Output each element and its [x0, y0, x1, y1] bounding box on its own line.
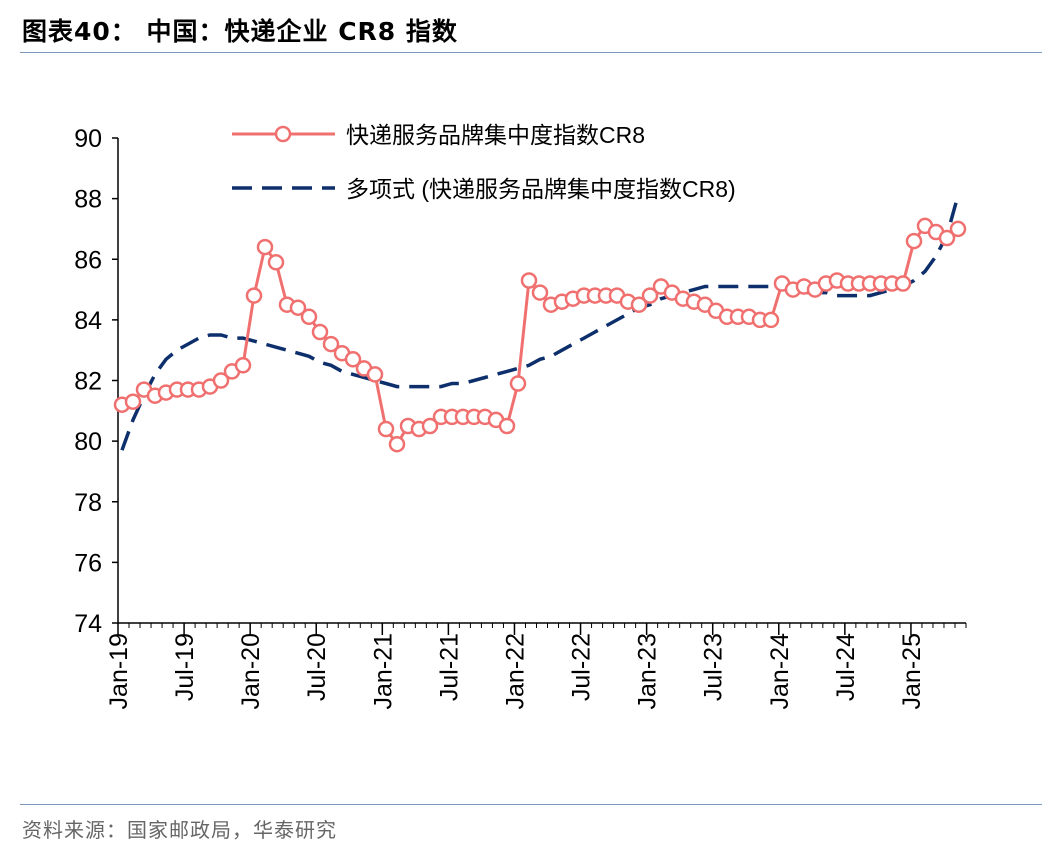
cr8-point	[388, 435, 406, 453]
legend: 快递服务品牌集中度指数CR8 多项式 (快递服务品牌集中度指数CR8)	[232, 122, 736, 202]
cr8-point	[366, 366, 384, 383]
trend-series	[120, 195, 960, 451]
y-tick-label: 86	[74, 246, 102, 274]
cr8-point	[762, 311, 780, 329]
x-tick-label: Jul-21	[435, 633, 463, 701]
title-divider	[20, 52, 1042, 53]
legend-series-label: 快递服务品牌集中度指数CR8	[346, 122, 645, 148]
y-tick-label: 74	[74, 610, 102, 638]
cr8-point	[267, 254, 285, 271]
cr8-point	[630, 296, 648, 313]
cr8-point	[509, 375, 527, 392]
y-tick-label: 80	[74, 428, 102, 456]
cr8-point	[905, 232, 923, 250]
cr8-series	[113, 217, 967, 453]
y-tick-label: 90	[74, 125, 102, 153]
cr8-point	[421, 417, 439, 435]
x-tick-label: Jul-22	[568, 633, 596, 701]
x-axis: Jan-19 Jul-19 Jan-20 Jul-20 Jan-21 Jul-21 Jan-…	[105, 622, 967, 710]
source-note: 资料来源：国家邮政局，华泰研究	[22, 818, 337, 842]
x-tick-label: Jul-19	[171, 633, 199, 701]
y-tick-label: 88	[74, 186, 102, 214]
chart: 74 76 78 80 82 84 86 88 90 Jan-19 Jul-19 Jan-20 Jul…	[74, 122, 967, 710]
cr8-point	[311, 323, 329, 341]
x-tick-label: Jan-20	[237, 633, 265, 709]
cr8-point	[322, 335, 340, 353]
y-tick-label: 76	[74, 549, 102, 577]
trend-line	[120, 195, 960, 451]
x-tick-label: Jan-25	[898, 633, 926, 709]
y-tick-label: 82	[74, 368, 102, 396]
cr8-point	[245, 287, 263, 304]
cr8-point	[212, 372, 230, 389]
cr8-point	[289, 299, 307, 316]
legend-trend-label: 多项式 (快递服务品牌集中度指数CR8)	[346, 176, 736, 202]
cr8-point	[498, 417, 516, 435]
cr8-point	[234, 357, 252, 374]
cr8-point	[641, 287, 659, 304]
cr8-point	[938, 229, 956, 247]
chart-title: 图表40： 中国：快递企业 CR8 指数	[22, 17, 458, 46]
cr8-point	[894, 275, 912, 292]
x-tick-label: Jan-19	[105, 633, 133, 709]
x-tick-label: Jul-23	[700, 633, 728, 701]
x-tick-label: Jan-22	[501, 633, 529, 709]
cr8-point	[531, 284, 549, 301]
cr8-point	[256, 238, 274, 256]
y-tick-label: 78	[74, 489, 102, 517]
cr8-point	[949, 220, 967, 238]
cr8-point	[124, 393, 142, 410]
cr8-point	[300, 308, 318, 326]
x-tick-label: Jul-24	[832, 633, 860, 701]
cr8-point	[377, 420, 395, 438]
cr8-line	[121, 223, 959, 447]
cr8-point	[344, 351, 362, 368]
y-axis: 74 76 78 80 82 84 86 88 90	[74, 125, 119, 638]
legend-series-marker	[274, 125, 292, 143]
source-divider	[20, 804, 1042, 805]
x-tick-label: Jan-24	[766, 633, 794, 710]
x-tick-label: Jul-20	[303, 633, 331, 701]
cr8-point	[520, 272, 538, 289]
x-tick-label: Jan-23	[634, 633, 662, 709]
x-tick-label: Jan-21	[369, 633, 397, 709]
y-tick-label: 84	[74, 307, 102, 335]
